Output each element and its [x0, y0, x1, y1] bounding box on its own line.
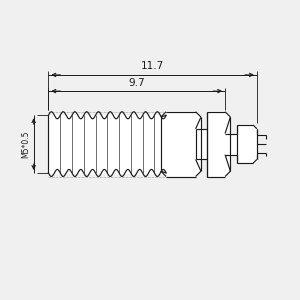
Polygon shape	[225, 134, 237, 155]
Polygon shape	[161, 112, 201, 176]
Text: 11.7: 11.7	[141, 61, 164, 71]
Polygon shape	[161, 112, 201, 176]
Text: 9.7: 9.7	[128, 78, 145, 88]
Polygon shape	[237, 125, 257, 163]
Text: M5*0.5: M5*0.5	[21, 130, 30, 158]
Polygon shape	[48, 115, 166, 173]
Polygon shape	[196, 129, 207, 159]
Polygon shape	[207, 112, 230, 176]
